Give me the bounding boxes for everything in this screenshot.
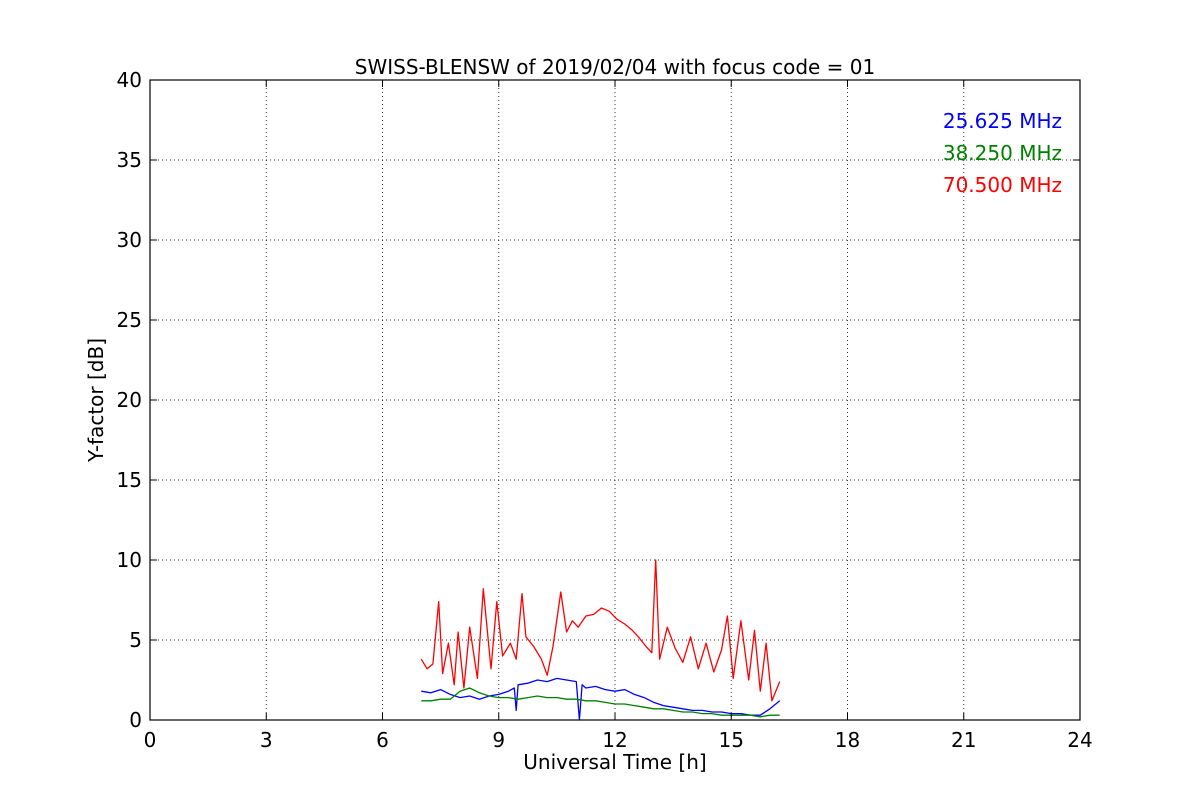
- y-tick-label: 0: [129, 708, 142, 732]
- x-tick-label: 21: [951, 728, 976, 752]
- legend-entry: 38.250 MHz: [943, 141, 1062, 165]
- legend: 25.625 MHz 38.250 MHz 70.500 MHz: [943, 109, 1062, 197]
- y-tick-label: 15: [117, 468, 142, 492]
- series-line-70-500-mhz: [420, 559, 781, 702]
- y-tick-label: 40: [117, 68, 142, 92]
- series-line-38-250-mhz: [421, 687, 780, 718]
- x-tick-label: 9: [492, 728, 505, 752]
- y-axis-label: Y-factor [dB]: [84, 338, 108, 463]
- y-tick-label: 30: [117, 228, 142, 252]
- series-layer: [420, 559, 781, 721]
- x-tick-label: 24: [1067, 728, 1092, 752]
- legend-entry: 25.625 MHz: [943, 109, 1062, 133]
- x-tick-label: 3: [260, 728, 273, 752]
- x-tick-label: 0: [144, 728, 157, 752]
- grid: [150, 80, 1080, 720]
- y-tick-label: 10: [117, 548, 142, 572]
- x-tick-label: 18: [835, 728, 860, 752]
- chart-title: SWISS-BLENSW of 2019/02/04 with focus co…: [355, 55, 876, 79]
- legend-entry: 70.500 MHz: [943, 173, 1062, 197]
- y-tick-label: 25: [117, 308, 142, 332]
- series-line-25-625-mhz: [421, 677, 781, 721]
- x-tick-label: 6: [376, 728, 389, 752]
- y-tick-label: 5: [129, 628, 142, 652]
- x-tick-label: 15: [719, 728, 744, 752]
- axis-ticks: 0 3 6 9 12 15 18 21 24 0 5 10 15 20 25 30 35 40: [117, 68, 1093, 752]
- y-tick-label: 20: [117, 388, 142, 412]
- x-axis-label: Universal Time [h]: [523, 750, 706, 774]
- x-tick-label: 12: [602, 728, 627, 752]
- y-tick-label: 35: [117, 148, 142, 172]
